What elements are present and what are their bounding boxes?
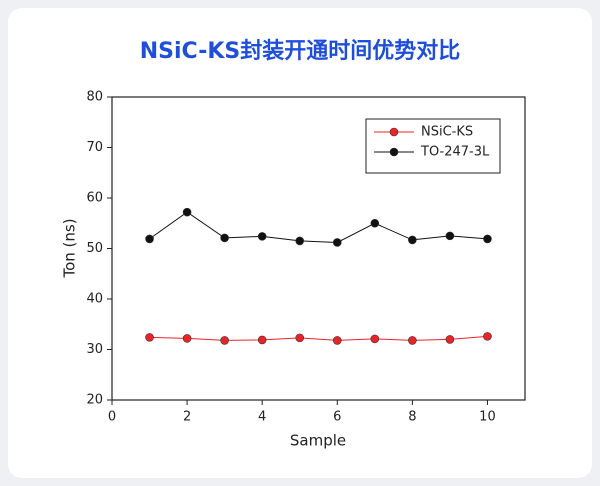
legend-marker <box>389 127 399 137</box>
y-tick-label: 80 <box>86 90 103 105</box>
chart-title: NSiC-KS封装开通时间优势对比 <box>140 38 460 64</box>
point <box>408 235 417 245</box>
legend-label: NSiC-KS <box>421 125 473 140</box>
x-tick-label: 6 <box>333 410 341 425</box>
x-tick-label: 8 <box>408 410 416 425</box>
series-line <box>149 211 488 243</box>
x-tick-label: 10 <box>479 410 496 425</box>
point <box>182 334 192 343</box>
point <box>182 207 192 217</box>
point <box>332 238 342 247</box>
point <box>257 232 267 241</box>
point <box>408 336 417 345</box>
legend-box <box>365 118 501 174</box>
x-tick-label: 4 <box>258 410 266 425</box>
y-tick-label: 30 <box>86 342 103 357</box>
point <box>370 334 380 344</box>
point <box>220 336 229 345</box>
x-tick-label: 0 <box>108 410 116 425</box>
y-axis-label: Ton (ns) <box>61 218 79 278</box>
point <box>257 335 267 345</box>
point <box>295 333 305 343</box>
y-tick-label: 50 <box>86 241 103 256</box>
point <box>145 234 154 244</box>
point <box>332 336 342 345</box>
point <box>145 333 154 342</box>
point <box>370 218 380 228</box>
y-tick-label: 60 <box>86 191 103 206</box>
y-tick-label: 40 <box>86 292 103 307</box>
y-tick-label: 70 <box>86 140 103 155</box>
point <box>445 335 455 344</box>
series-line <box>149 335 488 341</box>
legend-marker <box>389 147 399 157</box>
x-axis-label: Sample <box>290 432 346 450</box>
legend-label: TO-247-3L <box>420 145 490 160</box>
point <box>220 233 229 243</box>
point <box>483 234 492 244</box>
point <box>483 332 492 341</box>
x-tick-label: 2 <box>183 410 191 425</box>
point <box>445 231 455 241</box>
point <box>295 236 305 246</box>
y-tick-label: 20 <box>86 393 103 408</box>
